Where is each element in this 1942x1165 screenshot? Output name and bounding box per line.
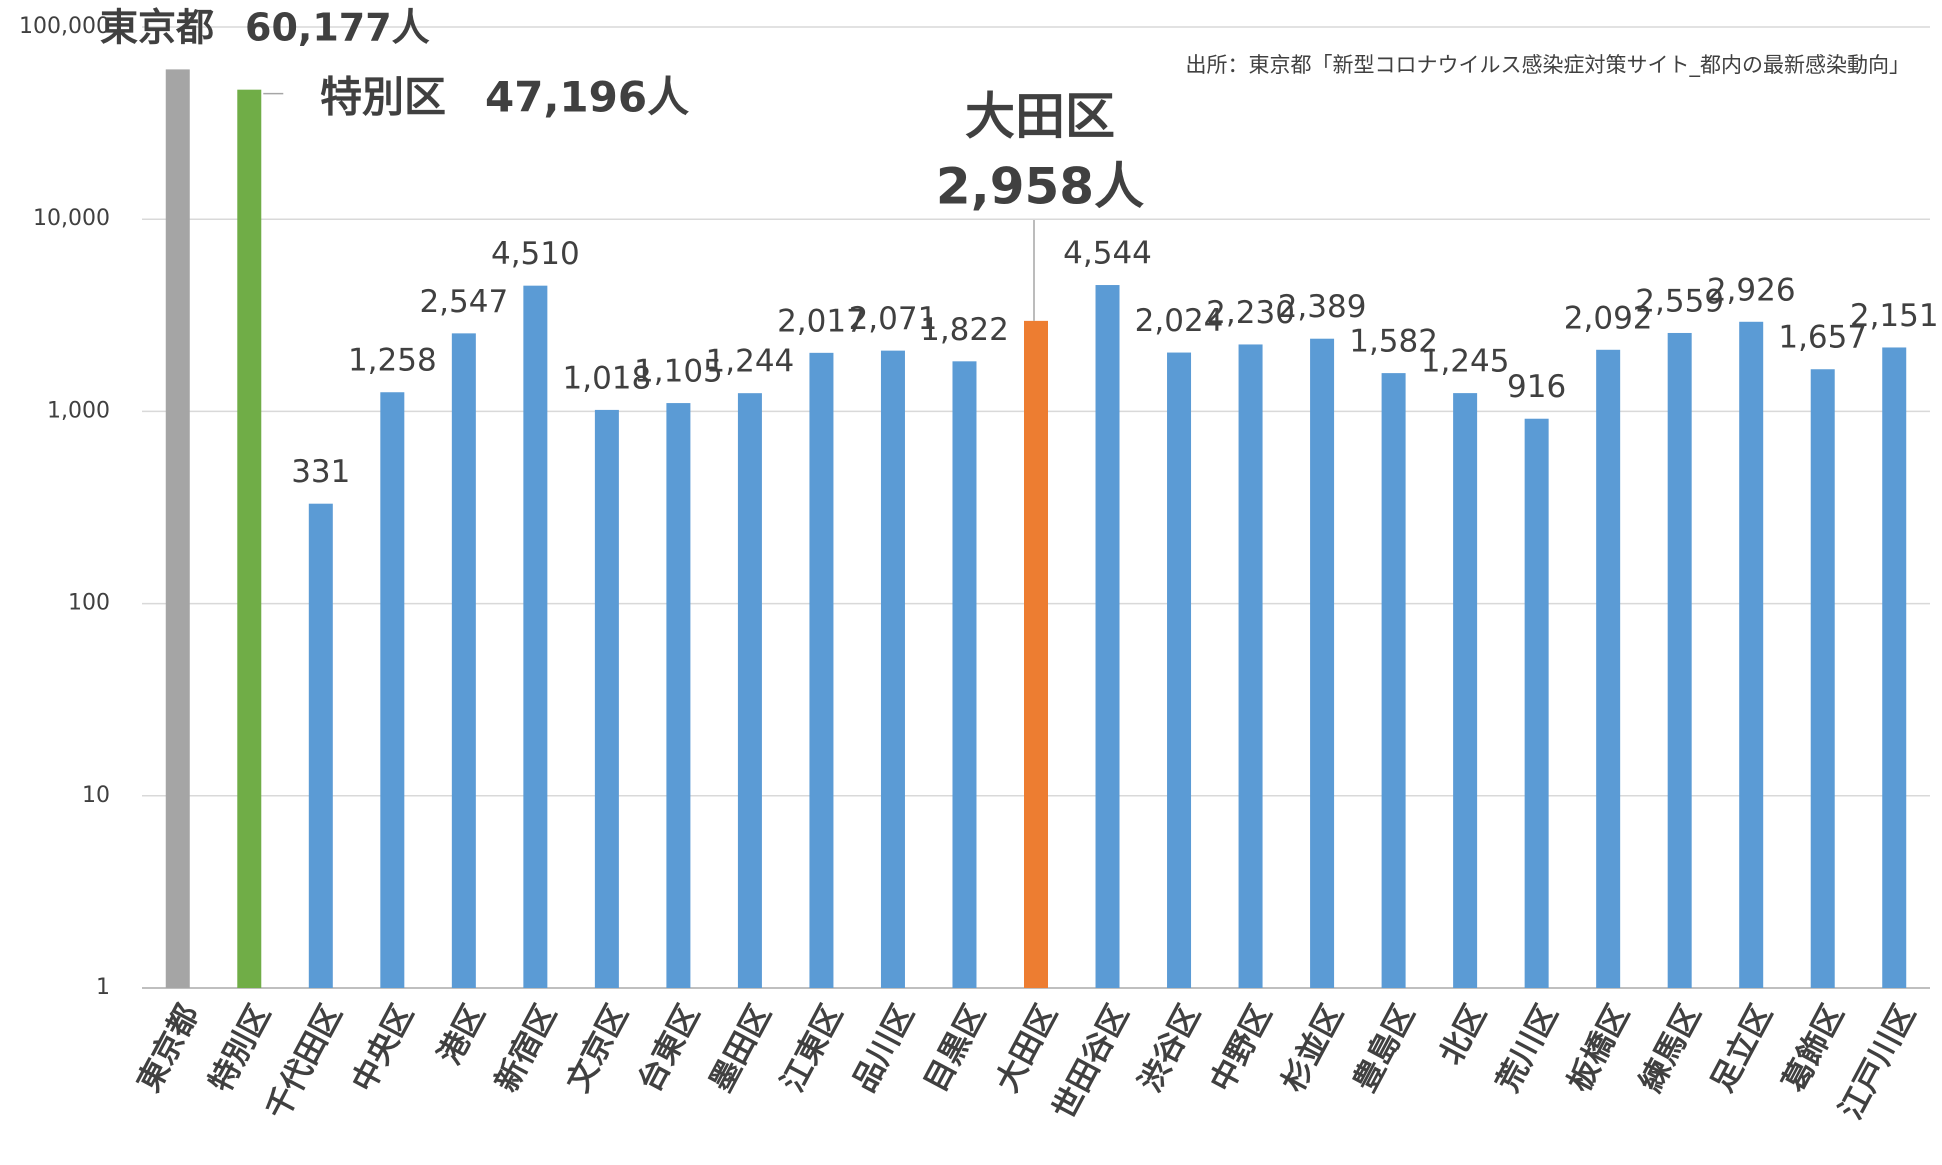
x-tick-label: 足立区 bbox=[1704, 999, 1779, 1098]
data-label: 1,258 bbox=[348, 343, 437, 379]
x-tick-label: 新宿区 bbox=[488, 999, 563, 1098]
bar bbox=[451, 333, 476, 989]
data-label: 2,024 bbox=[1135, 303, 1224, 339]
data-label: 2,559 bbox=[1635, 283, 1724, 319]
bar bbox=[1381, 373, 1406, 988]
bar bbox=[1810, 369, 1835, 988]
bar bbox=[165, 69, 190, 989]
bar bbox=[523, 285, 548, 989]
x-tick-label: 目黒区 bbox=[918, 999, 993, 1098]
data-label: 4,510 bbox=[491, 236, 580, 272]
bar bbox=[237, 89, 262, 989]
x-tick-label: 練馬区 bbox=[1633, 999, 1708, 1098]
bar bbox=[380, 392, 405, 988]
x-tick-label: 江東区 bbox=[775, 999, 850, 1098]
x-tick-label: 墨田区 bbox=[703, 999, 778, 1098]
data-label: 1,657 bbox=[1778, 320, 1867, 356]
bar bbox=[1882, 347, 1907, 988]
annotation-name: 東京都 bbox=[100, 6, 214, 50]
y-tick-label: 100,000 bbox=[19, 14, 110, 39]
bar bbox=[666, 403, 691, 988]
y-tick-label: 1 bbox=[96, 975, 110, 1000]
data-label: 60,177人 bbox=[245, 6, 430, 50]
bar bbox=[1238, 344, 1263, 988]
data-label: 4,544 bbox=[1063, 236, 1152, 272]
x-tick-label: 中央区 bbox=[345, 999, 420, 1098]
data-label: 1,245 bbox=[1421, 344, 1510, 380]
bar bbox=[809, 352, 834, 988]
data-label: 2,092 bbox=[1564, 300, 1653, 336]
bar bbox=[594, 409, 619, 988]
x-tick-label: 板橋区 bbox=[1561, 999, 1636, 1098]
data-label: 916 bbox=[1507, 369, 1566, 405]
source-note: 出所：東京都「新型コロナウイルス感染症対策サイト_都内の最新感染動向」 bbox=[1186, 53, 1911, 78]
annotation-name: 特別区 bbox=[320, 73, 446, 122]
x-tick-label: 荒川区 bbox=[1490, 999, 1565, 1098]
y-tick-label: 10,000 bbox=[33, 206, 110, 231]
data-label: 2,230 bbox=[1206, 295, 1295, 331]
bar bbox=[880, 350, 905, 988]
x-tick-label: 豊島区 bbox=[1347, 999, 1422, 1098]
x-tick-label: 葛飾区 bbox=[1776, 999, 1851, 1098]
data-label: 2,926 bbox=[1707, 272, 1796, 308]
data-label: 2,151 bbox=[1850, 298, 1939, 334]
x-tick-label: 東京都 bbox=[131, 999, 206, 1098]
x-tick-label: 杉並区 bbox=[1275, 999, 1350, 1098]
data-label: 2,071 bbox=[849, 301, 938, 337]
bar bbox=[737, 393, 762, 988]
data-label: 1,244 bbox=[706, 344, 795, 380]
bar bbox=[1739, 321, 1764, 988]
bar bbox=[1024, 320, 1048, 988]
bar bbox=[1667, 332, 1692, 989]
data-label: 1,018 bbox=[563, 360, 652, 396]
data-label: 2,547 bbox=[419, 284, 508, 320]
x-tick-label: 特別区 bbox=[202, 999, 277, 1098]
x-tick-label: 中野区 bbox=[1204, 999, 1279, 1098]
bar bbox=[1310, 338, 1335, 988]
y-tick-label: 100 bbox=[68, 591, 110, 616]
bar bbox=[1453, 393, 1478, 988]
data-label: 1,105 bbox=[634, 354, 723, 390]
data-label: 331 bbox=[291, 454, 350, 490]
x-tick-label: 渋谷区 bbox=[1132, 999, 1207, 1098]
x-tick-label: 品川区 bbox=[846, 999, 921, 1098]
data-label: 1,582 bbox=[1349, 324, 1438, 360]
x-tick-label: 港区 bbox=[432, 999, 493, 1071]
data-label: 2,017 bbox=[777, 303, 866, 339]
y-tick-label: 1,000 bbox=[47, 398, 110, 423]
data-label: 47,196人 bbox=[485, 73, 689, 122]
bar bbox=[308, 503, 333, 988]
bar bbox=[1596, 349, 1621, 988]
bar bbox=[1095, 285, 1120, 988]
y-tick-label: 10 bbox=[82, 783, 110, 808]
x-tick-label: 大田区 bbox=[989, 999, 1064, 1098]
bar bbox=[1167, 352, 1192, 988]
x-tick-label: 北区 bbox=[1433, 999, 1494, 1071]
bar bbox=[952, 361, 977, 988]
x-tick-label: 台東区 bbox=[632, 999, 707, 1098]
annotation-name: 大田区 bbox=[965, 88, 1115, 146]
data-label: 2,389 bbox=[1278, 289, 1367, 325]
x-tick-label: 文京区 bbox=[560, 999, 635, 1098]
data-label: 2,958人 bbox=[936, 158, 1144, 216]
bar bbox=[1524, 418, 1549, 988]
data-label: 1,822 bbox=[920, 312, 1009, 348]
